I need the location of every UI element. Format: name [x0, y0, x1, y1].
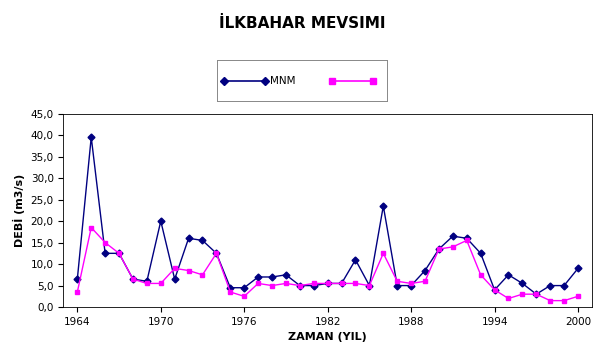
- X-axis label: ZAMAN (YIL): ZAMAN (YIL): [288, 332, 367, 342]
- MNM: [324, 281, 331, 285]
- MNM: [254, 275, 262, 279]
- MNM: [185, 236, 192, 240]
- MNM: [115, 251, 123, 256]
- MNM: [129, 277, 137, 281]
- MNM: [380, 204, 387, 208]
- MNM: [268, 275, 275, 279]
- MNM: [574, 266, 582, 271]
- MNM: [547, 283, 554, 288]
- MNM: [282, 273, 289, 277]
- MNM: [408, 283, 415, 288]
- MNM: [240, 285, 248, 290]
- MNM: [394, 283, 401, 288]
- MNM: [171, 277, 178, 281]
- MNM: [157, 219, 164, 223]
- MNM: [366, 283, 373, 288]
- MNM: [101, 251, 109, 256]
- MNM: [296, 283, 303, 288]
- Line: MNM: MNM: [75, 135, 580, 297]
- MNM: [352, 258, 359, 262]
- MNM: [338, 281, 345, 285]
- MNM: [491, 288, 498, 292]
- MNM: [422, 268, 429, 273]
- MNM: [213, 251, 220, 256]
- MNM: [533, 292, 540, 296]
- MNM: [561, 283, 568, 288]
- MNM: [449, 234, 457, 238]
- MNM: [435, 247, 443, 251]
- MNM: [74, 277, 81, 281]
- MNM: [226, 285, 234, 290]
- MNM: [519, 281, 526, 285]
- MNM: [310, 283, 317, 288]
- Text: İLKBAHAR MEVSIMI: İLKBAHAR MEVSIMI: [219, 16, 385, 31]
- MNM: [199, 238, 206, 242]
- MNM: [477, 251, 484, 256]
- MNM: [143, 279, 150, 283]
- Y-axis label: DEBİ (m3/s): DEBİ (m3/s): [13, 174, 25, 247]
- MNM: [505, 273, 512, 277]
- Text: MNM: MNM: [270, 76, 295, 86]
- MNM: [463, 236, 471, 240]
- MNM: [88, 135, 95, 140]
